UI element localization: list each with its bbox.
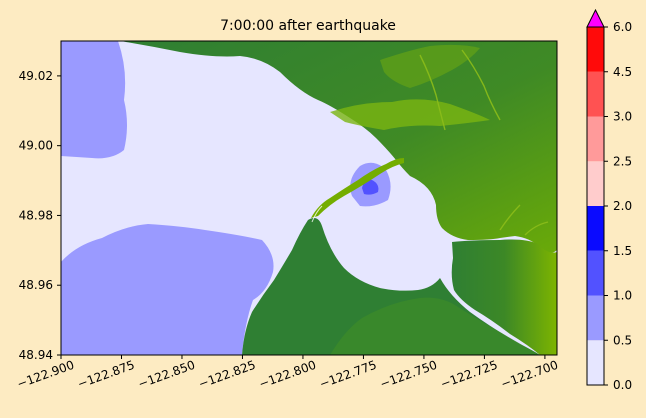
colorbar-segment (587, 116, 604, 162)
x-tick-label: −122.750 (378, 358, 439, 392)
colorbar-segment (587, 250, 604, 296)
northwest-inundation-band (61, 41, 127, 159)
river-valley (419, 49, 549, 236)
x-tick-label: −122.725 (439, 358, 500, 392)
x-axis: −122.900 −122.875 −122.850 −122.825 −122.800… (15, 355, 560, 391)
colorbar-segment (587, 71, 604, 117)
southwest-peninsula-shading (330, 297, 540, 355)
colorbar-tick-label: 6.0 (613, 20, 632, 34)
axes-frame (60, 40, 558, 356)
x-tick-label: −122.850 (136, 358, 197, 392)
colorbar-segment (587, 295, 604, 341)
colorbar: 0.0 0.5 1.0 1.5 2.0 2.5 3.0 4.5 6.0 (586, 8, 632, 392)
y-tick-label: 49.00 (19, 139, 53, 153)
x-tick-label: −122.700 (499, 358, 560, 392)
north-highlight-2 (380, 44, 480, 88)
y-tick-label: 48.98 (19, 208, 53, 222)
colorbar-tick-label: 4.5 (613, 65, 632, 79)
colorbar-tick-label: 0.5 (613, 333, 632, 347)
colorbar-segment (587, 27, 604, 72)
spit-deep-patch (362, 179, 379, 195)
colorbar-segment (587, 161, 604, 206)
spit-connector (311, 205, 323, 223)
colorbar-tick-label: 2.5 (613, 154, 632, 168)
colorbar-extend-arrow (586, 8, 605, 28)
tsawwassen-spit (311, 158, 404, 218)
colorbar-tick-label: 3.0 (613, 110, 632, 124)
y-tick-label: 49.02 (19, 69, 53, 83)
colorbar-tick-label: 2.0 (613, 199, 632, 213)
colorbar-tick-label: 1.5 (613, 244, 632, 258)
x-tick-label: −122.775 (318, 358, 379, 392)
x-tick-label: −122.800 (257, 358, 318, 392)
colorbar-segment (587, 206, 604, 251)
x-tick-label: −122.825 (197, 358, 258, 392)
y-axis: 48.94 48.96 48.98 49.00 49.02 (19, 69, 61, 362)
map-area (61, 41, 557, 355)
chart-title: 7:00:00 after earthquake (220, 18, 396, 34)
x-tick-label: −122.875 (76, 358, 137, 392)
y-tick-label: 48.96 (19, 278, 53, 292)
colorbar-tick-label: 1.0 (613, 289, 632, 303)
colorbar-tick-label: 0.0 (613, 378, 632, 392)
north-shore-land (120, 41, 557, 254)
southeast-land (451, 239, 557, 355)
y-tick-label: 48.94 (19, 348, 53, 362)
colorbar-segment (587, 340, 604, 385)
southwest-inundation-region (61, 224, 274, 355)
x-tick-label: −122.900 (15, 358, 76, 392)
north-highlight (330, 99, 490, 130)
